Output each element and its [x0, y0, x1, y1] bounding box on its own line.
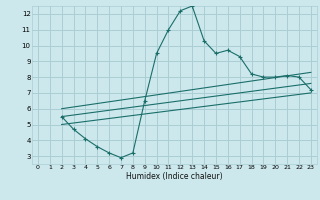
X-axis label: Humidex (Indice chaleur): Humidex (Indice chaleur)	[126, 172, 223, 181]
